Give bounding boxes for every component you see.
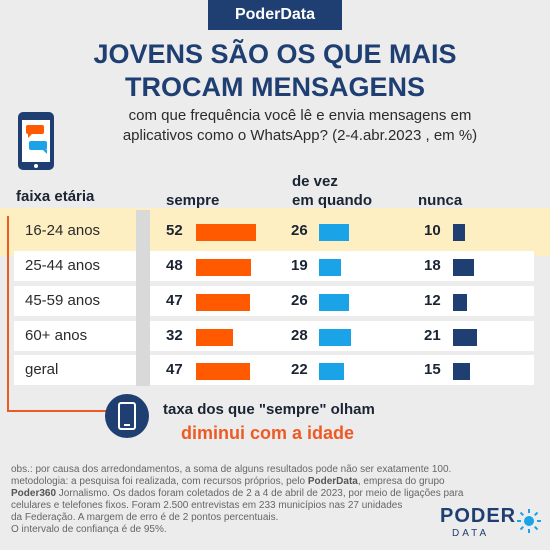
column-header-sempre: sempre: [166, 192, 220, 209]
de-vez-value: 22: [291, 361, 308, 378]
sempre-bar: [196, 259, 251, 276]
sempre-value: 52: [166, 222, 183, 239]
table-row: 25-44 anos 48 19 18: [14, 251, 534, 281]
de-vez-value: 19: [291, 257, 308, 274]
table-row: geral 47 22 15: [14, 355, 534, 385]
sempre-value: 47: [166, 292, 183, 309]
title-line-1: JOVENS SÃO OS QUE MAIS: [93, 39, 457, 69]
table-row: 60+ anos 32 28 21: [14, 321, 534, 351]
de-vez-value: 26: [291, 292, 308, 309]
title-line-2: TROCAM MENSAGENS: [124, 72, 425, 102]
de-vez-value: 26: [291, 222, 308, 239]
nunca-bar: [453, 363, 470, 380]
callout-connector-vertical: [7, 216, 9, 412]
note-line-1: obs.: por causa dos arredondamentos, a s…: [11, 464, 452, 475]
nunca-value: 21: [424, 327, 441, 344]
nunca-value: 15: [424, 361, 441, 378]
de-vez-bar: [319, 224, 349, 241]
nunca-value: 18: [424, 257, 441, 274]
brand-tab: PoderData: [208, 0, 342, 30]
note-line-2a: metodologia: a pesquisa foi realizada, c…: [11, 476, 308, 487]
row-label: geral: [25, 361, 59, 378]
phone-outline-icon: [105, 394, 149, 438]
sempre-bar: [196, 329, 233, 346]
sempre-value: 48: [166, 257, 183, 274]
logo-sun-icon: [517, 509, 541, 533]
methodology-notes: obs.: por causa dos arredondamentos, a s…: [11, 464, 511, 536]
logo-top-text: PODER: [440, 505, 517, 527]
note-line-3a: Poder360: [11, 488, 57, 499]
note-line-2b: PoderData: [307, 476, 358, 487]
callout-text-2: diminui com a idade: [181, 423, 355, 443]
nunca-bar: [453, 329, 477, 346]
row-background: [14, 216, 534, 246]
chart-subtitle: com que frequência você lê e envia mensa…: [60, 106, 540, 146]
row-background: [14, 321, 534, 351]
subtitle-line-1: com que frequência você lê e envia mensa…: [128, 107, 472, 124]
note-line-2c: , empresa do grupo: [357, 476, 445, 487]
sempre-bar: [196, 224, 256, 241]
row-label: 16-24 anos: [25, 222, 101, 239]
table-row: 45-59 anos 47 26 12: [14, 286, 534, 316]
de-vez-bar: [319, 329, 351, 346]
row-background: [14, 251, 534, 281]
row-background: [14, 286, 534, 316]
nunca-bar: [453, 294, 467, 311]
table-row: 16-24 anos 52 26 10: [14, 216, 534, 246]
sempre-bar: [196, 294, 250, 311]
note-line-3b: Jornalismo. Os dados foram coletados de …: [56, 488, 464, 499]
sempre-value: 47: [166, 361, 183, 378]
label-divider: [136, 210, 150, 386]
chart-title: JOVENS SÃO OS QUE MAIS TROCAM MENSAGENS: [0, 38, 550, 104]
note-line-6: O intervalo de confiança é de 95%.: [11, 524, 167, 535]
note-line-4: celulares e telefones fixos. Foram 2.500…: [11, 500, 403, 511]
callout-text-1: taxa dos que "sempre" olham: [163, 401, 375, 418]
nunca-bar: [453, 224, 465, 241]
note-line-2: metodologia: a pesquisa foi realizada, c…: [11, 476, 511, 488]
column-header-de-vez-line-1: de vez: [292, 173, 338, 190]
nunca-value: 10: [424, 222, 441, 239]
phone-chat-icon: [18, 112, 54, 170]
column-header-de-vez-line-2: em quando: [292, 192, 373, 209]
column-header-nunca: nunca: [418, 192, 463, 209]
de-vez-bar: [319, 363, 344, 380]
row-label: 25-44 anos: [25, 257, 101, 274]
logo-bottom-text: DATA: [452, 528, 490, 539]
column-header-group: faixa etária: [16, 188, 95, 205]
nunca-value: 12: [424, 292, 441, 309]
de-vez-bar: [319, 294, 349, 311]
column-header-de-vez: de vez em quando: [292, 172, 372, 210]
nunca-bar: [453, 259, 474, 276]
row-label: 45-59 anos: [25, 292, 101, 309]
note-line-3: Poder360 Jornalismo. Os dados foram cole…: [11, 488, 511, 500]
de-vez-value: 28: [291, 327, 308, 344]
poderdata-logo: PODER DATA: [440, 505, 541, 539]
de-vez-bar: [319, 259, 341, 276]
callout-connector-horizontal: [7, 410, 107, 412]
note-line-5: da Federação. A margem de erro é de 2 po…: [11, 512, 279, 523]
sempre-value: 32: [166, 327, 183, 344]
row-background: [14, 355, 534, 385]
sempre-bar: [196, 363, 250, 380]
row-label: 60+ anos: [25, 327, 88, 344]
subtitle-line-2: aplicativos como o WhatsApp? (2-4.abr.20…: [122, 127, 478, 144]
